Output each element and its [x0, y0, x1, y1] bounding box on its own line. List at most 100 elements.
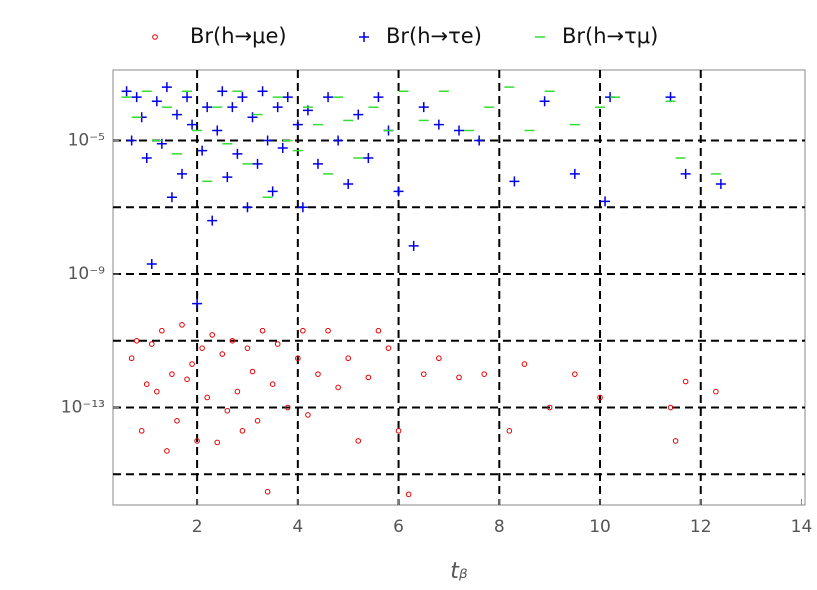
point: [295, 355, 301, 362]
point: [305, 412, 311, 418]
point: [665, 92, 676, 103]
point: [433, 119, 444, 130]
point: [214, 439, 221, 446]
point: [164, 448, 170, 454]
point: [146, 258, 157, 269]
point: [272, 102, 283, 113]
point: [474, 135, 485, 146]
point: [166, 192, 177, 203]
point: [154, 388, 160, 395]
point: [521, 361, 528, 367]
point: [335, 384, 341, 391]
point: [143, 381, 150, 387]
point: [569, 168, 580, 179]
point: [436, 355, 442, 362]
point: [212, 125, 223, 136]
point: [207, 215, 218, 226]
point: [219, 351, 226, 357]
point: [597, 394, 603, 401]
point: [297, 202, 308, 213]
point: [454, 125, 464, 136]
point: [151, 96, 162, 107]
x-tick-label: 10: [589, 517, 611, 537]
x-tick-label: 4: [292, 517, 303, 537]
point: [187, 119, 198, 130]
point: [277, 142, 288, 153]
legend-marker: [152, 34, 158, 40]
point: [509, 176, 520, 187]
point: [204, 394, 210, 401]
point: [262, 135, 273, 146]
point: [197, 145, 208, 156]
point: [325, 327, 331, 334]
point: [224, 407, 231, 414]
point: [405, 491, 412, 498]
point: [247, 112, 258, 123]
point: [234, 388, 241, 395]
point: [715, 178, 726, 189]
point: [184, 376, 190, 383]
point: [312, 158, 323, 169]
point: [239, 428, 246, 434]
point: [375, 327, 382, 334]
point: [192, 298, 203, 309]
point: [274, 341, 281, 347]
point: [232, 148, 243, 159]
point: [345, 355, 351, 362]
point: [176, 168, 187, 179]
point: [242, 202, 253, 213]
legend-label: Br(h→τe): [386, 24, 482, 48]
point: [179, 322, 185, 328]
point: [481, 371, 487, 377]
point: [355, 438, 362, 444]
point: [227, 102, 238, 113]
point: [546, 404, 553, 411]
point: [244, 345, 251, 351]
point: [249, 368, 256, 375]
point: [264, 488, 271, 495]
point: [315, 371, 321, 377]
point: [282, 92, 293, 103]
point: [713, 388, 719, 395]
point: [202, 102, 213, 113]
x-tick-label: 12: [690, 517, 712, 537]
point: [343, 178, 354, 189]
point: [456, 374, 462, 381]
point: [141, 152, 152, 163]
point: [418, 102, 429, 113]
point: [395, 428, 402, 434]
point: [682, 378, 689, 385]
point: [333, 135, 344, 146]
point: [148, 341, 155, 347]
point: [600, 196, 611, 207]
point: [217, 86, 228, 97]
point: [385, 345, 392, 351]
x-tick-label: 6: [393, 517, 404, 537]
y-tick-label: 10⁻¹³: [61, 398, 105, 418]
point: [159, 327, 165, 334]
x-tick-label: 14: [791, 517, 813, 537]
point: [680, 168, 691, 179]
point: [174, 418, 180, 424]
point: [209, 332, 216, 338]
point: [194, 438, 200, 444]
point: [126, 135, 137, 146]
point: [667, 404, 674, 411]
point: [539, 96, 550, 107]
point: [254, 418, 261, 424]
point: [237, 92, 248, 103]
point: [189, 361, 195, 367]
point: [672, 438, 679, 444]
point: [353, 109, 364, 120]
point: [300, 327, 306, 334]
point: [267, 186, 278, 197]
point: [408, 240, 419, 251]
plot-frame: [112, 69, 806, 506]
point: [257, 86, 268, 97]
point: [420, 371, 427, 377]
point: [171, 109, 182, 120]
x-axis-label: tᵦ: [450, 559, 468, 584]
point: [323, 92, 334, 103]
